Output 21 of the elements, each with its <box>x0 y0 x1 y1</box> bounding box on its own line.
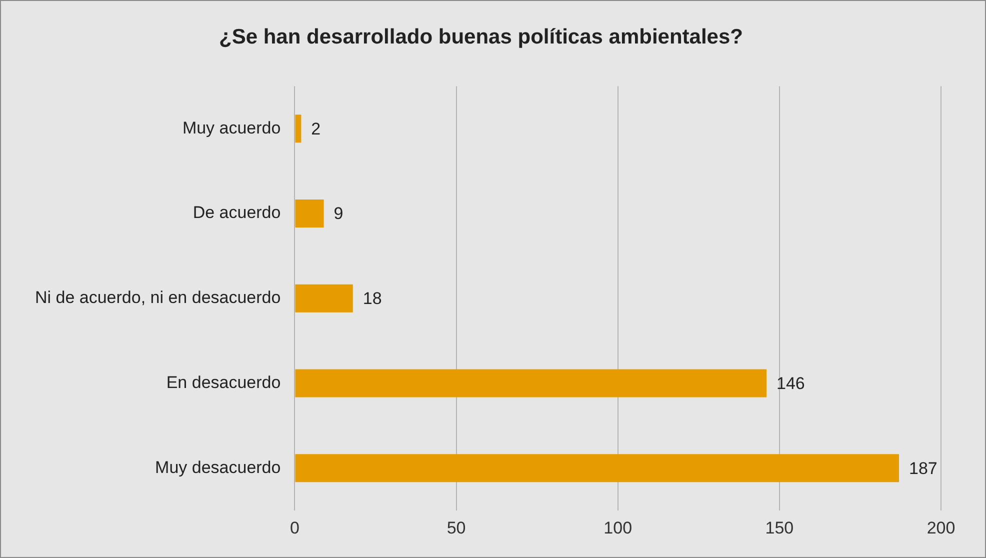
data-label: 18 <box>362 289 382 308</box>
x-tick-label: 50 <box>446 518 466 538</box>
y-tick-label: Ni de acuerdo, ni en desacuerdo <box>34 288 281 308</box>
data-label: 2 <box>311 119 321 138</box>
y-tick-label: De acuerdo <box>192 203 281 222</box>
data-label: 146 <box>776 374 805 393</box>
y-tick-label: En desacuerdo <box>166 372 281 392</box>
data-label: 187 <box>908 458 938 478</box>
bar <box>295 454 899 482</box>
x-tick-label: 200 <box>926 518 956 538</box>
bar <box>295 284 353 312</box>
data-label: 9 <box>334 204 344 224</box>
bar <box>295 114 302 143</box>
x-tick-label: 100 <box>604 518 632 538</box>
x-tick-label: 150 <box>765 518 794 538</box>
y-tick-label: Muy acuerdo <box>182 118 281 138</box>
bar <box>295 200 324 228</box>
x-tick-label: 0 <box>290 518 300 538</box>
chart-title: ¿Se han desarrollado buenas políticas ambientales? <box>219 25 743 48</box>
y-tick-label: Muy desacuerdo <box>155 458 281 477</box>
bar <box>295 369 767 398</box>
